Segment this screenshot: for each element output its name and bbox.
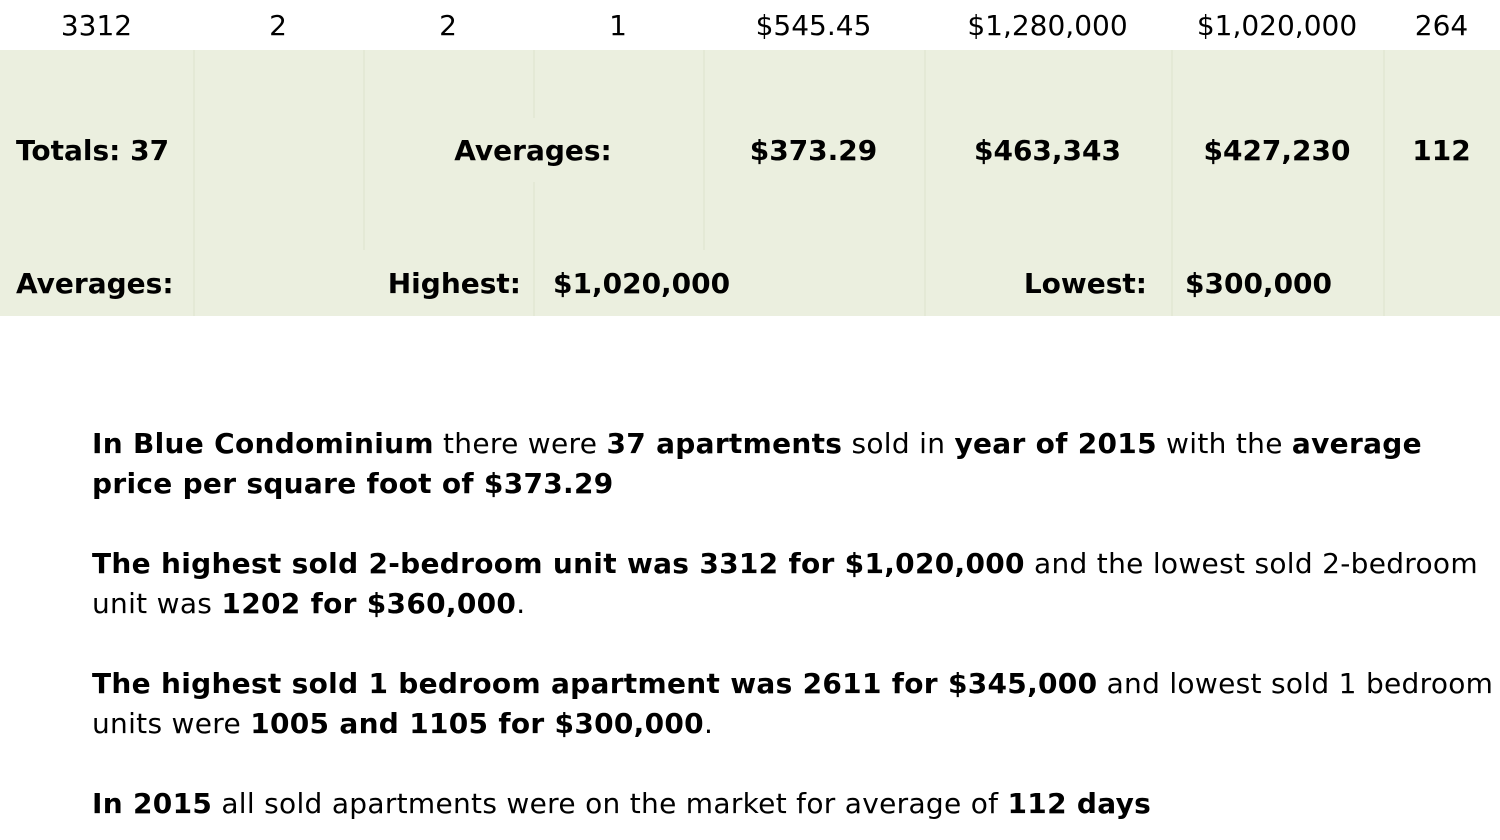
table-cell: 1: [609, 8, 627, 42]
sales-table: 3312 2 2 1 $545.45 $1,280,000 $1,020,000…: [0, 0, 1500, 316]
avg-days: 112: [1383, 118, 1500, 182]
table-cell-days: 264: [1414, 8, 1469, 42]
table-cell-sold-price: $1,020,000: [1196, 8, 1358, 42]
text: there were: [433, 427, 607, 460]
table-cell: 2: [269, 8, 287, 42]
summary-paragraph: The highest sold 2-bedroom unit was 3312…: [92, 544, 1497, 624]
bold-text: 1005 and 1105 for $300,000: [250, 707, 704, 740]
text: all sold apartments were on the market f…: [212, 787, 1008, 820]
bold-text: The highest sold 1 bedroom apartment was…: [92, 667, 1098, 700]
bold-text: In Blue Condominium: [92, 427, 434, 460]
table-cell-price-per-sqft: $545.45: [755, 8, 872, 42]
totals-label: Totals: 37: [0, 118, 193, 182]
avg-sold-price: $427,230: [1171, 118, 1383, 182]
avg-price-per-sqft: $373.29: [703, 118, 924, 182]
summary-paragraph: The highest sold 1 bedroom apartment was…: [92, 664, 1497, 744]
averages-label: Averages:: [363, 118, 703, 182]
bold-text: average price per square foot of $373.29: [92, 427, 1422, 500]
text: .: [703, 707, 714, 740]
text: sold in: [842, 427, 955, 460]
table-cell-unit: 3312: [60, 8, 133, 42]
text: with the: [1156, 427, 1292, 460]
text: .: [516, 587, 526, 620]
avg-list-price: $463,343: [924, 118, 1171, 182]
averages-row: Averages: Highest: $1,020,000 Lowest: $3…: [0, 250, 1500, 316]
summary-text: In Blue Condominium there were 37 apartm…: [92, 424, 1497, 824]
summary-paragraph: In Blue Condominium there were 37 apartm…: [92, 424, 1497, 504]
text: and lowest sold 1 bedroom units were: [92, 667, 1494, 740]
table-spacer-row: [0, 50, 1500, 118]
text: and the lowest sold 2-bedroom unit was: [92, 547, 1478, 620]
averages-row-label: Averages:: [0, 250, 193, 316]
table-row: 3312 2 2 1 $545.45 $1,280,000 $1,020,000…: [0, 0, 1500, 50]
bold-text: In 2015: [92, 787, 213, 820]
summary-paragraph: In 2015 all sold apartments were on the …: [92, 784, 1497, 824]
totals-row: Totals: 37 Averages: $373.29 $463,343 $4…: [0, 118, 1500, 182]
highest-value: $1,020,000: [533, 250, 924, 316]
bold-text: year of 2015: [954, 427, 1157, 460]
lowest-value: $300,000: [1171, 250, 1383, 316]
bold-text: The highest sold 2-bedroom unit was 3312…: [92, 547, 1025, 580]
table-cell: 2: [439, 8, 457, 42]
bold-text: 112 days: [1007, 787, 1152, 820]
table-spacer-row: [0, 182, 1500, 250]
bold-text: 37 apartments: [606, 427, 843, 460]
lowest-label: Lowest:: [924, 250, 1171, 316]
highest-label: Highest:: [193, 250, 533, 316]
bold-text: 1202 for $360,000: [221, 587, 517, 620]
table-cell-list-price: $1,280,000: [967, 8, 1128, 42]
